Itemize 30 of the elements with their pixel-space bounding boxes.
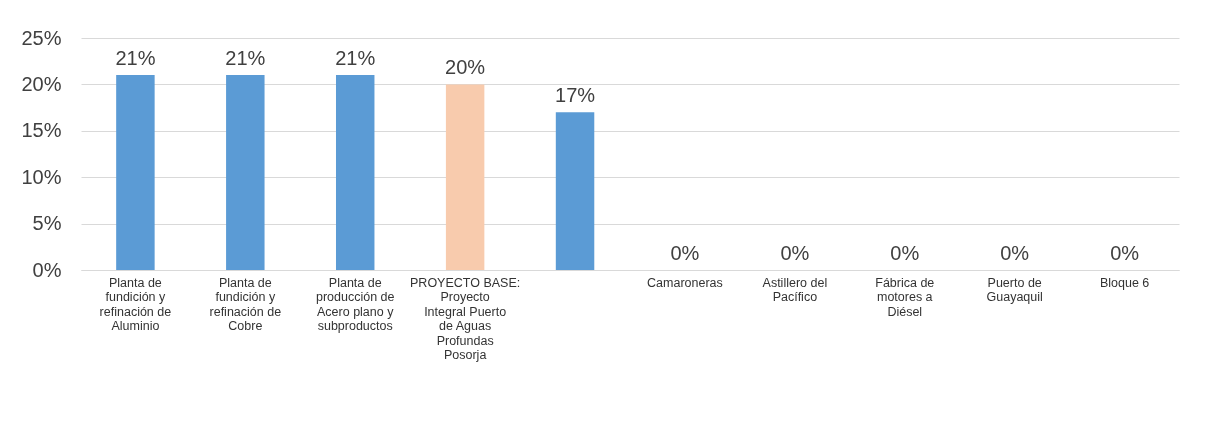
bar [555,112,595,270]
x-tick-label: Planta de fundición y refinación de Aluminio [99,275,172,333]
data-label: 0% [780,242,810,264]
bar [335,75,375,270]
data-label: 21% [335,47,376,70]
x-tick-label: Puerto de Guayaquil [986,275,1043,304]
y-tick-label: 25% [21,26,62,49]
data-label: 21% [115,47,156,70]
data-label: 17% [555,84,596,107]
data-label: 0% [1110,242,1140,264]
data-label: 0% [670,242,700,264]
x-tick-label: Bloque 6 [1099,275,1150,290]
data-label: 20% [445,56,486,79]
x-tick-label: Astillero del Pacífico [762,275,828,304]
x-tick-label: Camaroneras [647,275,723,290]
x-tick-label: Fábrica de motores a Diésel [875,275,935,319]
data-label: 0% [1000,242,1030,264]
x-tick-label: Planta de fundición y refinación de Cobre [209,275,282,333]
y-tick-label: 20% [21,72,62,95]
data-label: 0% [890,242,920,264]
bar [116,75,155,270]
y-tick-label: 15% [21,119,62,142]
x-tick-label: PROYECTO BASE: Proyecto Integral Puerto de Aguas Profundas Posorja [410,275,521,362]
x-tick-label: Planta de producción de Acero plano y subproductos [315,275,395,333]
y-tick-label: 0% [32,258,62,281]
data-label: 21% [225,47,266,70]
y-tick-label: 5% [32,212,62,235]
bar [445,84,485,270]
bar [226,75,265,270]
y-tick-label: 10% [21,165,62,188]
